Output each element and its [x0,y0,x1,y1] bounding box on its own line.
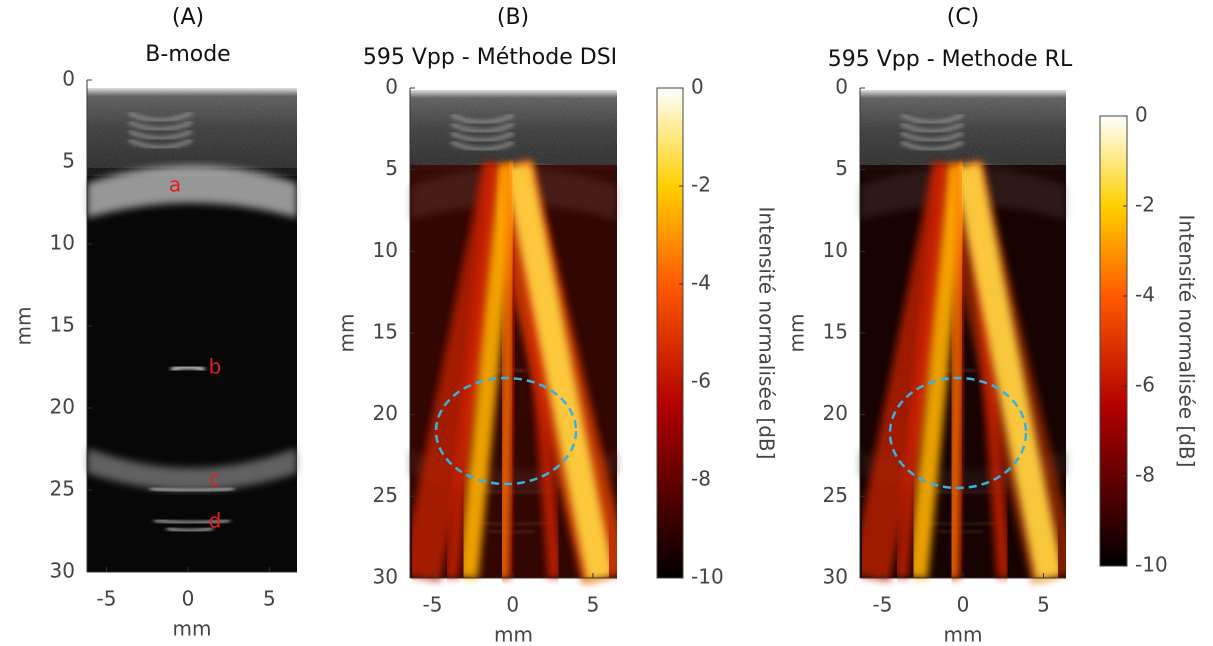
panel-title: B-mode [145,42,230,67]
image-noise [860,90,1066,170]
colorbar [656,87,684,579]
y-tick-label: 10 [823,238,848,262]
panel-label: (A) [172,5,204,30]
panel: 0 5 10 15 20 25 30 -5 0 5 mm mm (C) 595 Vpp - Methode… [785,5,1199,646]
image-noise [87,88,297,168]
annotation: c [210,467,221,491]
region-outline [434,376,578,486]
x-tick-label: 0 [957,593,970,617]
colorbar-tick-label: -10 [691,565,724,589]
image-echo [900,113,964,124]
image-echo [900,131,964,142]
y-tick-label: 30 [373,565,398,589]
image-echo [87,165,297,218]
y-tick-label: 0 [835,75,848,99]
x-tick-label: -5 [422,593,442,617]
y-tick-label: 30 [50,559,75,583]
y-tick-label: 5 [62,149,75,173]
image-echo [128,138,193,149]
y-tick-label: 0 [62,67,75,91]
beam [894,164,950,579]
panel-label: (C) [947,5,980,30]
y-tick-label: 25 [373,483,398,507]
annotation: b [209,355,222,379]
y-tick-label: 15 [823,320,848,344]
colorbar-tick-label: -8 [691,467,711,491]
image-echo [149,486,235,493]
colorbar-tick-label: 0 [1135,103,1148,127]
x-tick-label: 5 [587,593,600,617]
y-tick-label: 5 [835,156,848,180]
colorbar-tick-label: -6 [1135,373,1155,397]
y-tick-label: 20 [823,401,848,425]
image-echo [450,113,515,124]
image-echo [153,518,231,525]
panel: 0 5 10 15 20 25 30 -5 0 5 mm mm (B) 595 Vpp - Méthode… [335,5,779,646]
y-tick-label: 0 [385,75,398,99]
annotation: d [209,509,222,533]
colorbar-label: Intensité normalisée [dB] [1175,215,1199,468]
x-tick-label: 5 [1037,593,1050,617]
x-tick-label: 5 [263,587,276,611]
image-echo [450,140,515,151]
panel: 0 5 10 15 20 25 30 -5 0 5 mm mm (A) B-mode a b cd [12,5,297,641]
y-axis-label: mm [785,314,809,353]
y-tick-label: 15 [373,320,398,344]
y-tick-label: 20 [50,395,75,419]
colorbar-tick-label: -10 [1135,553,1168,577]
y-tick-label: 25 [50,477,75,501]
panel-label: (B) [497,5,529,30]
x-tick-label: 0 [506,593,519,617]
image-echo [170,365,206,372]
y-tick-label: 15 [50,313,75,337]
y-axis-label: mm [335,314,359,353]
region-outline [888,376,1028,490]
image-echo [900,140,964,151]
colorbar-label: Intensité normalisée [dB] [755,207,779,460]
image-echo [900,122,964,133]
x-axis-label: mm [494,623,533,646]
annotation: a [169,173,181,197]
beam [444,164,500,579]
y-tick-label: 10 [373,238,398,262]
y-tick-label: 25 [823,483,848,507]
image-echo [128,111,193,122]
image-noise [410,90,617,170]
y-tick-label: 30 [823,565,848,589]
beam [458,164,520,579]
beam [953,162,1064,581]
y-tick-label: 5 [385,156,398,180]
colorbar-tick-label: -2 [1135,193,1155,217]
y-axis-label: mm [12,307,36,346]
colorbar [1099,115,1128,567]
colorbar-tick-label: -8 [1135,463,1155,487]
colorbar-tick-label: -6 [691,369,711,393]
y-tick-label: 20 [373,401,398,425]
x-axis-label: mm [944,623,983,646]
colorbar-tick-label: -4 [1135,283,1155,307]
image-echo [128,129,193,140]
x-tick-label: 0 [182,587,195,611]
x-tick-label: -5 [873,593,893,617]
x-tick-label: -5 [97,587,117,611]
beam [907,164,969,579]
beam [498,164,517,579]
colorbar-tick-label: -2 [691,173,711,197]
y-tick-label: 10 [50,231,75,255]
colorbar-tick-label: -4 [691,271,711,295]
beam [947,164,966,579]
x-axis-label: mm [173,617,212,641]
image-echo [166,526,214,533]
image-echo [87,448,297,491]
panel-title: 595 Vpp - Méthode DSI [363,45,617,70]
image-echo [128,120,193,131]
image-echo [450,122,515,133]
beam [503,162,615,581]
panel-title: 595 Vpp - Methode RL [828,47,1073,72]
colorbar-tick-label: 0 [691,75,704,99]
image-echo [450,131,515,142]
